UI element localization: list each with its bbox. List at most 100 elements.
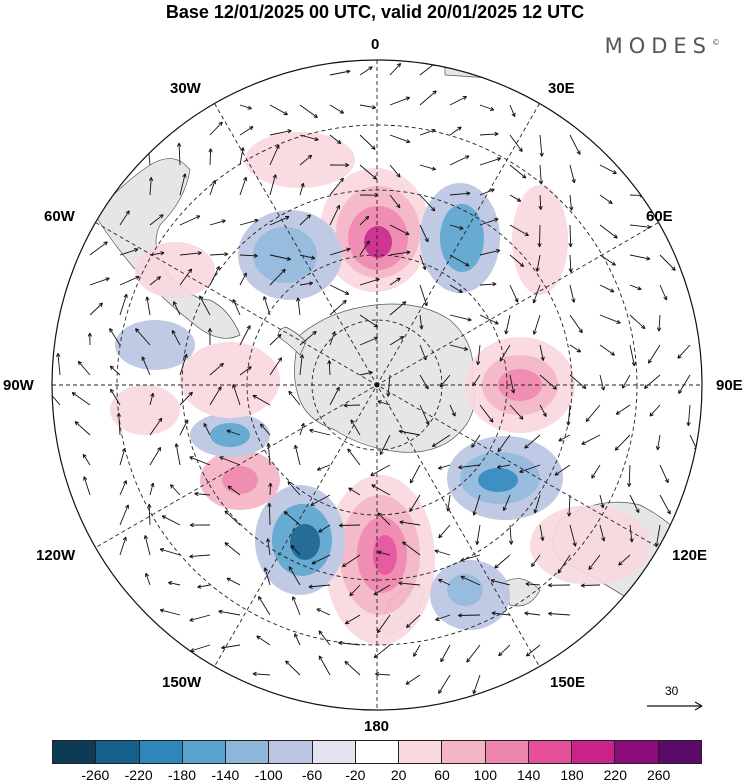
wind-vector <box>316 464 331 471</box>
wind-vector <box>194 491 211 497</box>
colorbar <box>52 740 702 764</box>
wind-vector <box>239 104 252 110</box>
wind-vector <box>438 674 451 694</box>
wind-vector <box>386 374 391 397</box>
wind-vector <box>109 328 121 346</box>
wind-vector <box>548 583 571 588</box>
wind-vector <box>87 332 93 346</box>
wind-vector <box>449 314 472 322</box>
wind-vector <box>269 174 277 196</box>
wind-vector <box>259 423 271 436</box>
wind-vector <box>389 250 411 256</box>
wind-vector <box>509 164 527 179</box>
tasmania <box>499 578 541 607</box>
wind-vector <box>686 404 691 427</box>
wind-vector <box>599 164 617 174</box>
wind-vector <box>569 314 583 334</box>
wind-vector <box>189 554 211 559</box>
wind-vector <box>449 254 470 267</box>
wind-vector <box>359 66 373 76</box>
wind-vector <box>618 554 631 566</box>
wind-vector <box>599 224 618 239</box>
colorbar-swatch <box>312 741 356 763</box>
wind-vector <box>472 674 481 695</box>
wind-vector <box>580 583 601 588</box>
wind-vector <box>449 126 462 136</box>
label-lon-60e: 60E <box>646 208 673 225</box>
wind-vector <box>568 254 573 273</box>
wind-vector <box>221 644 241 650</box>
wind-vector <box>519 464 541 474</box>
colorbar-tick-label: 260 <box>646 767 671 783</box>
wind-vector <box>435 614 451 621</box>
wind-vector <box>524 611 541 616</box>
wind-vector <box>440 644 451 663</box>
wind-vector <box>389 301 407 316</box>
label-lon-150e: 150E <box>550 674 586 691</box>
wind-vector <box>399 520 421 526</box>
wind-vector <box>293 444 301 466</box>
wind-vector <box>599 374 606 391</box>
colorbar-swatch <box>485 741 529 763</box>
wind-vector <box>509 524 514 545</box>
wind-vector <box>224 542 241 556</box>
wind-vector <box>149 214 164 226</box>
colorbar-tick-label: 180 <box>560 767 584 783</box>
wind-vector <box>299 154 313 166</box>
wind-vector <box>269 104 288 116</box>
wind-vector <box>405 614 421 629</box>
wind-vector <box>226 429 241 436</box>
wind-vector <box>179 215 201 226</box>
colorbar-tick-label: -100 <box>254 767 283 783</box>
label-lon-30w: 30W <box>170 80 201 97</box>
wind-vector <box>318 630 331 646</box>
wind-vector <box>509 194 522 202</box>
wind-vector <box>209 362 224 376</box>
wind-vector <box>311 554 331 565</box>
colorbar-swatch <box>399 741 443 763</box>
wind-vector <box>405 674 421 685</box>
wind-vector <box>227 485 241 496</box>
colorbar-tick-label: -20 <box>345 767 366 783</box>
wind-vector <box>269 129 292 136</box>
wind-vector <box>377 400 391 406</box>
wind-vector <box>419 224 429 243</box>
wind-vector <box>438 579 451 586</box>
wind-vector <box>502 494 511 512</box>
wind-vector <box>256 635 271 646</box>
wind-vector <box>318 655 331 676</box>
colorbar-tick-label: -60 <box>301 767 323 783</box>
wind-vector <box>309 428 331 436</box>
wind-vector <box>629 314 646 330</box>
wind-vector <box>268 482 273 496</box>
wind-vector <box>329 177 344 196</box>
wind-vector <box>288 390 301 406</box>
wind-vector <box>89 277 110 286</box>
wind-vector <box>52 388 61 406</box>
wind-vector <box>299 281 314 286</box>
wind-vector <box>329 104 345 114</box>
wind-vector <box>588 554 601 571</box>
colorbar-swatch <box>96 741 140 763</box>
wind-vector <box>269 357 283 376</box>
wind-vector <box>629 494 640 514</box>
wind-vector <box>189 522 211 528</box>
wind-vector <box>566 494 572 517</box>
wind-vector <box>327 360 332 376</box>
wind-vector <box>539 404 547 417</box>
wind-vector <box>569 194 574 211</box>
wind-vector <box>169 484 181 496</box>
wind-vector <box>547 611 571 616</box>
label-lon-0: 0 <box>371 36 380 53</box>
wind-vector <box>537 224 542 248</box>
wind-vector <box>678 374 691 394</box>
wind-vector <box>389 164 401 178</box>
wind-vector <box>89 302 104 316</box>
wind-vector <box>329 299 347 316</box>
wind-vector <box>209 252 229 257</box>
wind-vector <box>258 596 271 616</box>
wind-vector <box>460 575 481 586</box>
wind-vector <box>329 386 340 406</box>
wind-vector <box>144 572 151 586</box>
